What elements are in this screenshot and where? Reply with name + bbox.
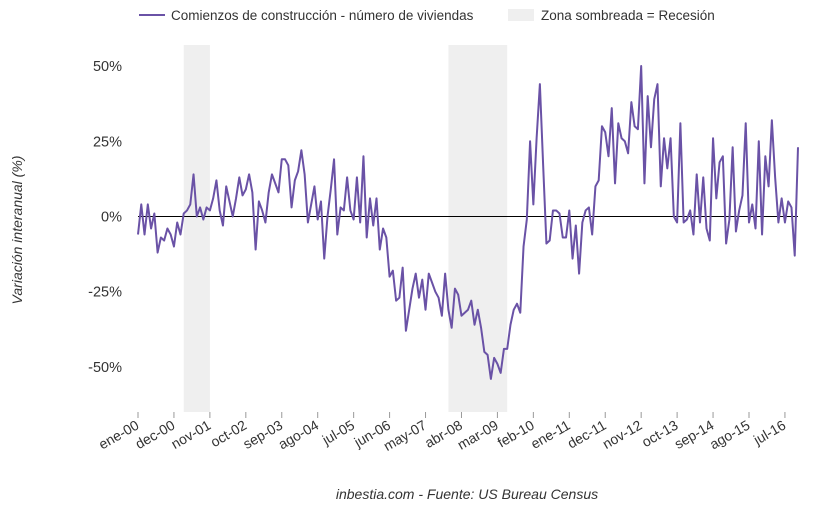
x-tick-label: jul-16 <box>750 417 789 449</box>
x-tick-label: ene-00 <box>96 417 142 453</box>
x-tick-label: jul-05 <box>319 417 358 449</box>
y-axis-title: Variación interanual (%) <box>9 156 25 305</box>
recession-bands <box>183 45 508 412</box>
y-axis-ticks: 50% 25% 0% -25% -50% <box>88 59 122 376</box>
x-tick-label: ago-15 <box>707 417 753 453</box>
x-tick-label: ago-04 <box>275 417 321 453</box>
recession-band-1 <box>183 45 210 412</box>
series-line-housing-starts <box>137 65 799 380</box>
source-caption: inbestia.com - Fuente: US Bureau Census <box>336 486 598 502</box>
x-axis-ticks: ene-00dec-00nov-01oct-02sep-03ago-04jul-… <box>96 412 789 454</box>
x-tick-label: nov-01 <box>168 417 213 452</box>
legend: Comienzos de construcción - número de vi… <box>139 8 715 23</box>
x-tick-label: sep-03 <box>240 417 285 452</box>
recession-band-2 <box>448 45 508 412</box>
legend-series-label: Comienzos de construcción - número de vi… <box>171 8 474 23</box>
y-tick-label: -50% <box>88 360 122 376</box>
x-tick-label: feb-10 <box>494 417 537 451</box>
y-tick-label: 50% <box>93 59 122 75</box>
y-tick-label: 0% <box>101 209 122 225</box>
x-tick-label: dec-11 <box>565 417 609 452</box>
x-tick-label: ene-11 <box>528 417 573 452</box>
y-tick-label: -25% <box>88 285 122 301</box>
x-tick-label: mar-09 <box>454 417 501 453</box>
x-tick-label: dec-00 <box>132 417 177 452</box>
x-tick-label: nov-12 <box>600 417 645 452</box>
legend-recession-swatch <box>508 9 534 21</box>
legend-recession-label: Zona sombreada = Recesión <box>541 8 715 23</box>
x-tick-label: sep-14 <box>671 417 716 452</box>
y-tick-label: 25% <box>93 134 122 150</box>
